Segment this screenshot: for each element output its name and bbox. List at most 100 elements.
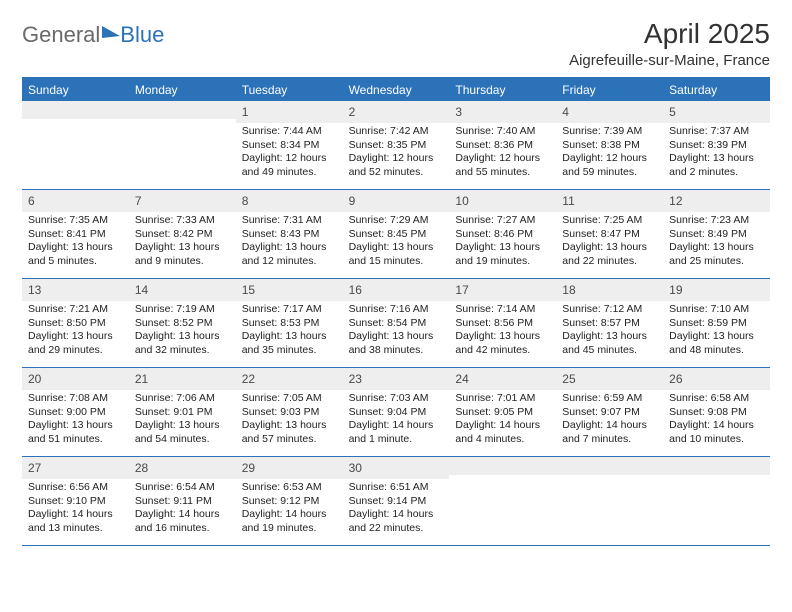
daylight-text: Daylight: 13 hours and 35 minutes. — [242, 330, 337, 357]
day-body — [129, 119, 236, 179]
daylight-text: Daylight: 14 hours and 4 minutes. — [455, 419, 550, 446]
day-body: Sunrise: 7:06 AMSunset: 9:01 PMDaylight:… — [129, 390, 236, 451]
sunrise-text: Sunrise: 7:08 AM — [28, 392, 123, 406]
daylight-text: Daylight: 14 hours and 7 minutes. — [562, 419, 657, 446]
day-body: Sunrise: 7:03 AMSunset: 9:04 PMDaylight:… — [343, 390, 450, 451]
day-number: 5 — [669, 105, 676, 119]
day-cell: 26Sunrise: 6:58 AMSunset: 9:08 PMDayligh… — [663, 368, 770, 456]
sunset-text: Sunset: 9:05 PM — [455, 406, 550, 420]
daylight-text: Daylight: 13 hours and 42 minutes. — [455, 330, 550, 357]
logo-text-blue: Blue — [120, 22, 164, 48]
day-number: 16 — [349, 283, 362, 297]
day-number: 23 — [349, 372, 362, 386]
sunrise-text: Sunrise: 7:39 AM — [562, 125, 657, 139]
day-body: Sunrise: 6:58 AMSunset: 9:08 PMDaylight:… — [663, 390, 770, 451]
day-number: 3 — [455, 105, 462, 119]
sunset-text: Sunset: 8:57 PM — [562, 317, 657, 331]
empty-cell — [663, 457, 770, 545]
empty-cell — [449, 457, 556, 545]
weekday-friday: Friday — [556, 79, 663, 101]
sunset-text: Sunset: 8:47 PM — [562, 228, 657, 242]
day-body: Sunrise: 7:33 AMSunset: 8:42 PMDaylight:… — [129, 212, 236, 273]
day-body: Sunrise: 7:19 AMSunset: 8:52 PMDaylight:… — [129, 301, 236, 362]
daynum-row: 2 — [343, 101, 450, 123]
weekday-saturday: Saturday — [663, 79, 770, 101]
day-cell: 8Sunrise: 7:31 AMSunset: 8:43 PMDaylight… — [236, 190, 343, 278]
daynum-row: 28 — [129, 457, 236, 479]
sunset-text: Sunset: 9:10 PM — [28, 495, 123, 509]
daylight-text: Daylight: 13 hours and 19 minutes. — [455, 241, 550, 268]
daynum-row: 27 — [22, 457, 129, 479]
sunset-text: Sunset: 9:08 PM — [669, 406, 764, 420]
day-body: Sunrise: 7:37 AMSunset: 8:39 PMDaylight:… — [663, 123, 770, 184]
sunset-text: Sunset: 8:41 PM — [28, 228, 123, 242]
sunset-text: Sunset: 9:12 PM — [242, 495, 337, 509]
daylight-text: Daylight: 14 hours and 22 minutes. — [349, 508, 444, 535]
week-row: 1Sunrise: 7:44 AMSunset: 8:34 PMDaylight… — [22, 101, 770, 190]
day-number: 11 — [562, 194, 574, 208]
daynum-row: 12 — [663, 190, 770, 212]
day-body: Sunrise: 7:08 AMSunset: 9:00 PMDaylight:… — [22, 390, 129, 451]
day-number: 28 — [135, 461, 148, 475]
sunrise-text: Sunrise: 7:31 AM — [242, 214, 337, 228]
day-body: Sunrise: 6:56 AMSunset: 9:10 PMDaylight:… — [22, 479, 129, 540]
sunset-text: Sunset: 8:50 PM — [28, 317, 123, 331]
sunset-text: Sunset: 8:45 PM — [349, 228, 444, 242]
daylight-text: Daylight: 13 hours and 12 minutes. — [242, 241, 337, 268]
day-cell: 22Sunrise: 7:05 AMSunset: 9:03 PMDayligh… — [236, 368, 343, 456]
daylight-text: Daylight: 12 hours and 49 minutes. — [242, 152, 337, 179]
sunset-text: Sunset: 8:53 PM — [242, 317, 337, 331]
empty-cell — [129, 101, 236, 189]
daynum-row: 15 — [236, 279, 343, 301]
daylight-text: Daylight: 13 hours and 29 minutes. — [28, 330, 123, 357]
daynum-row: 10 — [449, 190, 556, 212]
sunset-text: Sunset: 8:46 PM — [455, 228, 550, 242]
daynum-row: 8 — [236, 190, 343, 212]
sunset-text: Sunset: 8:38 PM — [562, 139, 657, 153]
day-body: Sunrise: 7:21 AMSunset: 8:50 PMDaylight:… — [22, 301, 129, 362]
day-body: Sunrise: 7:27 AMSunset: 8:46 PMDaylight:… — [449, 212, 556, 273]
daylight-text: Daylight: 14 hours and 10 minutes. — [669, 419, 764, 446]
day-number: 13 — [28, 283, 41, 297]
daylight-text: Daylight: 13 hours and 22 minutes. — [562, 241, 657, 268]
daynum-row: 26 — [663, 368, 770, 390]
day-cell: 15Sunrise: 7:17 AMSunset: 8:53 PMDayligh… — [236, 279, 343, 367]
day-number: 15 — [242, 283, 255, 297]
title-month: April 2025 — [569, 18, 770, 50]
day-number: 6 — [28, 194, 35, 208]
daylight-text: Daylight: 13 hours and 15 minutes. — [349, 241, 444, 268]
sunset-text: Sunset: 9:00 PM — [28, 406, 123, 420]
day-cell: 4Sunrise: 7:39 AMSunset: 8:38 PMDaylight… — [556, 101, 663, 189]
weekday-wednesday: Wednesday — [343, 79, 450, 101]
day-body: Sunrise: 6:51 AMSunset: 9:14 PMDaylight:… — [343, 479, 450, 540]
empty-cell — [556, 457, 663, 545]
sunrise-text: Sunrise: 7:37 AM — [669, 125, 764, 139]
day-body: Sunrise: 7:01 AMSunset: 9:05 PMDaylight:… — [449, 390, 556, 451]
daynum-row: 30 — [343, 457, 450, 479]
week-row: 6 Sunrise: 7:35 AMSunset: 8:41 PM Daylight… — [22, 190, 770, 279]
logo-triangle-icon — [102, 24, 120, 38]
daylight-text: Daylight: 13 hours and 9 minutes. — [135, 241, 230, 268]
sunset-text: Sunset: 8:39 PM — [669, 139, 764, 153]
weekday-tuesday: Tuesday — [236, 79, 343, 101]
daylight-text: Daylight: 13 hours and 45 minutes. — [562, 330, 657, 357]
sunrise-text: Sunrise: 7:12 AM — [562, 303, 657, 317]
day-number: 9 — [349, 194, 356, 208]
day-number: 2 — [349, 105, 356, 119]
sunrise-text: Sunrise: 7:35 AM — [28, 214, 123, 228]
day-cell: 1Sunrise: 7:44 AMSunset: 8:34 PMDaylight… — [236, 101, 343, 189]
day-cell: 5 Sunrise: 7:37 AMSunset: 8:39 PMDaylight… — [663, 101, 770, 189]
sunrise-text: Sunrise: 7:25 AM — [562, 214, 657, 228]
sunrise-text: Sunrise: 6:58 AM — [669, 392, 764, 406]
daynum-row — [663, 457, 770, 475]
daylight-text: Daylight: 14 hours and 1 minute. — [349, 419, 444, 446]
sunrise-text: Sunrise: 7:33 AM — [135, 214, 230, 228]
weekday-header-row: SundayMondayTuesdayWednesdayThursdayFrid… — [22, 79, 770, 101]
day-cell: 14Sunrise: 7:19 AMSunset: 8:52 PMDayligh… — [129, 279, 236, 367]
week-row: 20Sunrise: 7:08 AMSunset: 9:00 PMDayligh… — [22, 368, 770, 457]
day-body — [22, 119, 129, 179]
logo-text-general: General — [22, 22, 100, 48]
day-number: 18 — [562, 283, 575, 297]
sunset-text: Sunset: 8:34 PM — [242, 139, 337, 153]
day-number: 12 — [669, 194, 682, 208]
